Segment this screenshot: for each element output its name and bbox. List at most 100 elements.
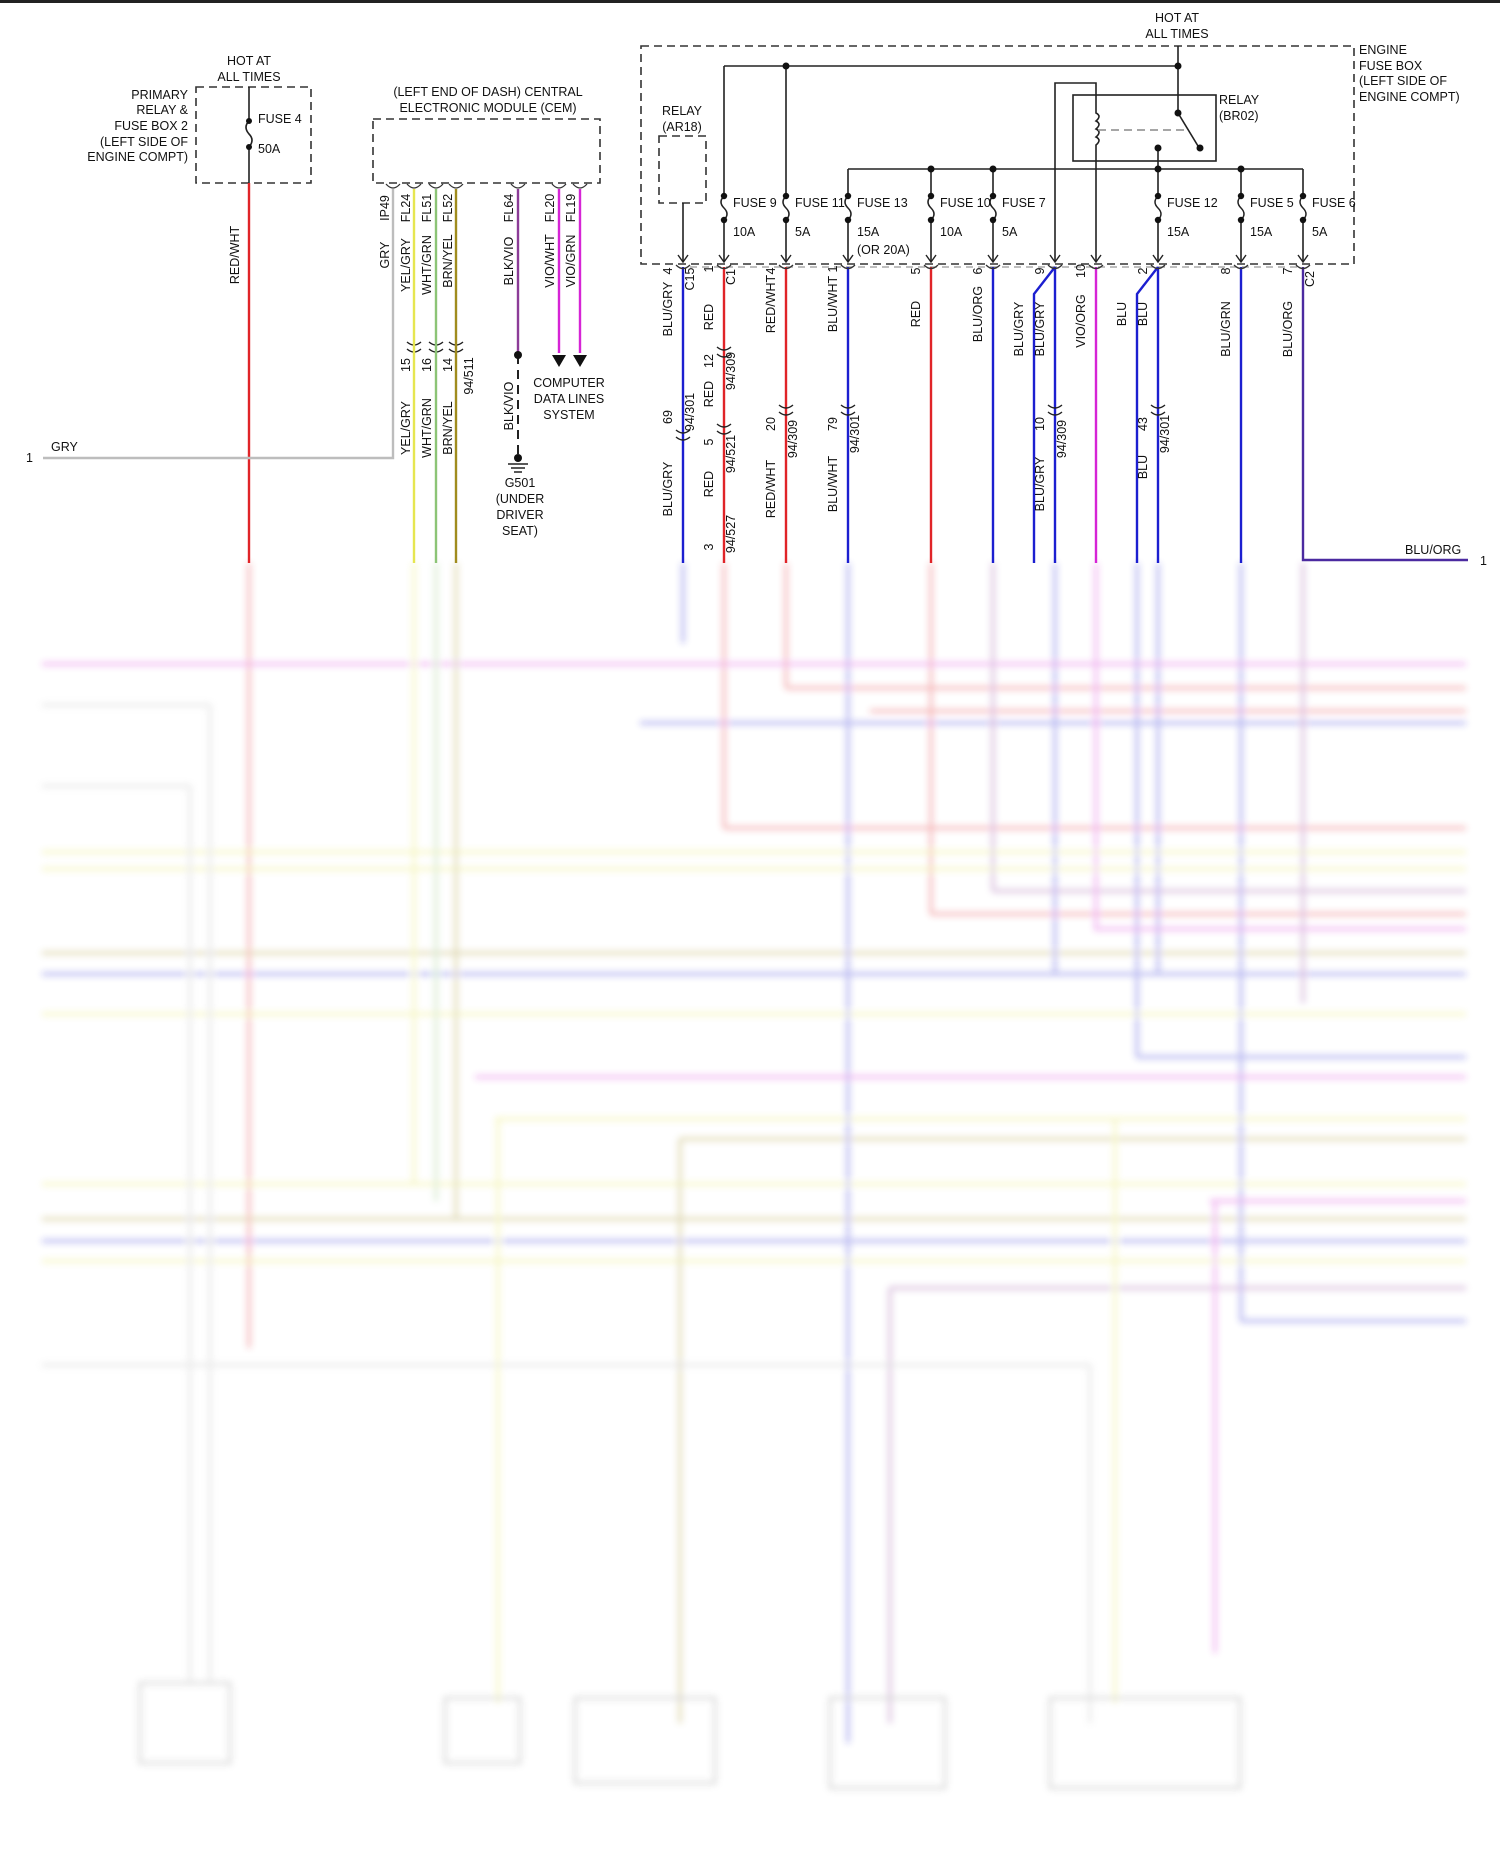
fuse-label: FUSE 11 xyxy=(795,196,845,210)
wire-label: RED xyxy=(909,301,923,327)
data-lines-label[interactable]: SYSTEM xyxy=(543,408,594,422)
fuse-symbol-icon xyxy=(245,87,253,183)
blurred-component xyxy=(138,1681,232,1765)
fuse-icon xyxy=(720,195,728,221)
wire-label: BLU/GRY xyxy=(661,461,675,516)
central-electronic-module: (LEFT END OF DASH) CENTRAL ELECTRONIC MO… xyxy=(26,85,605,563)
wire-label: 3 xyxy=(702,543,716,550)
pin-label: FL20 xyxy=(543,194,557,223)
blurred-component xyxy=(443,1696,522,1765)
arrow-icon xyxy=(1297,254,1309,264)
data-lines-label[interactable]: DATA LINES xyxy=(534,392,604,406)
pin-socket-icon xyxy=(1088,264,1104,270)
engine-fuse-box: HOT AT ALL TIMES ENGINE FUSE BOX (LEFT S… xyxy=(640,11,1460,268)
connector-icon xyxy=(716,423,732,435)
wire-label: 43 xyxy=(1136,417,1150,431)
wire-label: BLU/GRN xyxy=(1219,301,1233,357)
wire-label: BLU/ORG xyxy=(1281,301,1295,357)
wire-label: BLU/WHT xyxy=(826,456,840,513)
fuse-box-name: ENGINE xyxy=(1359,43,1407,57)
fuse-label: FUSE 9 xyxy=(733,196,777,210)
wire-gry xyxy=(43,189,395,460)
wire-label: 6 xyxy=(971,267,985,274)
wire-label: C2 xyxy=(1303,271,1317,287)
hot-label: ALL TIMES xyxy=(1145,27,1208,41)
pin-label: FL24 xyxy=(399,194,413,223)
terminal-number: 1 xyxy=(1480,554,1487,568)
wire-label: 20 xyxy=(764,417,778,431)
wire-label: 94/301 xyxy=(1158,415,1172,453)
wire-label: 94/309 xyxy=(724,352,738,390)
wire-label: BLU/ORG xyxy=(971,286,985,342)
hot-label: ALL TIMES xyxy=(217,70,280,84)
fuse-amp: 15A xyxy=(1250,225,1273,239)
pin-socket-icon xyxy=(840,264,856,270)
wire-label: 1 xyxy=(702,265,716,272)
wire-label: 94/309 xyxy=(786,420,800,458)
cem-outline xyxy=(372,118,601,184)
wire-label: RED/WHT xyxy=(764,274,778,333)
pin-socket-icon xyxy=(1295,264,1311,270)
wire-label: C1 xyxy=(724,269,738,285)
wire-label: BLK/VIO xyxy=(502,381,516,430)
ground-label: DRIVER xyxy=(496,508,543,522)
arrow-icon xyxy=(987,254,999,264)
fuse-amp: 5A xyxy=(1312,225,1328,239)
fuse-amp: 10A xyxy=(940,225,963,239)
relay-br02-label: RELAY xyxy=(1219,93,1260,107)
blur-overlay xyxy=(0,560,1500,1861)
pin-socket-icon xyxy=(572,183,588,189)
pin-socket-icon xyxy=(716,264,732,270)
pin-socket-icon xyxy=(551,183,567,189)
data-lines-label[interactable]: COMPUTER xyxy=(533,376,605,390)
wire-label: 69 xyxy=(661,410,675,424)
wire-label: 79 xyxy=(826,417,840,431)
fuse-icon xyxy=(989,195,997,221)
fuse-icon xyxy=(782,195,790,221)
ground-icon xyxy=(508,463,528,473)
wire-label: 1 xyxy=(826,265,840,272)
wire-label: WHT/GRN xyxy=(420,398,434,458)
wire-label: RED xyxy=(702,381,716,407)
relay-coil-icon xyxy=(1054,82,1100,261)
pin-socket-icon xyxy=(448,183,464,189)
blurred-component xyxy=(573,1696,717,1785)
wire-label: BLU/GRY xyxy=(1033,456,1047,511)
cem-title: ELECTRONIC MODULE (CEM) xyxy=(399,101,576,115)
connector-icon xyxy=(675,429,691,441)
pin-socket-icon xyxy=(406,183,422,189)
connector-id: 94/511 xyxy=(462,357,476,394)
wire-label: YEL/GRY xyxy=(399,400,413,455)
arrow-icon xyxy=(925,254,937,264)
connector-icon xyxy=(840,404,856,416)
fuse-box-name: ENGINE COMPT) xyxy=(87,150,188,164)
wire-label: 10 xyxy=(1033,417,1047,431)
fuse-amp: 10A xyxy=(733,225,756,239)
wire-label: BLK/VIO xyxy=(502,236,516,285)
fuse-box-name: PRIMARY xyxy=(131,88,188,102)
wire-label: 4 xyxy=(661,267,675,274)
arrow-icon xyxy=(1152,254,1164,264)
connector-pin: 16 xyxy=(420,358,434,372)
relay-ar18-label: RELAY xyxy=(662,104,703,118)
fuse-box-name: ENGINE COMPT) xyxy=(1359,90,1460,104)
fuse-amp: 5A xyxy=(1002,225,1018,239)
fuse-label: FUSE 7 xyxy=(1002,196,1046,210)
fuse-box-name: (LEFT SIDE OF xyxy=(100,135,188,149)
fuse-note: (OR 20A) xyxy=(857,243,910,257)
wire-label: WHT/GRN xyxy=(420,235,434,295)
arrow-icon xyxy=(842,254,854,264)
arrow-down-icon xyxy=(552,355,587,367)
ground-g501: G501 (UNDER DRIVER SEAT) xyxy=(496,454,544,538)
fuse-label: FUSE 5 xyxy=(1250,196,1294,210)
fuse-icon xyxy=(844,195,852,221)
terminal-number: 1 xyxy=(26,451,33,465)
relay-br02-outline xyxy=(1072,94,1217,162)
wire-label: VIO/ORG xyxy=(1074,294,1088,347)
wire-label: 2 xyxy=(1136,267,1150,274)
pin-socket-icon xyxy=(985,264,1001,270)
wire-label: 94/521 xyxy=(724,435,738,473)
relay-ar18-outline xyxy=(658,135,707,204)
wire-blu-branch xyxy=(1135,266,1159,563)
